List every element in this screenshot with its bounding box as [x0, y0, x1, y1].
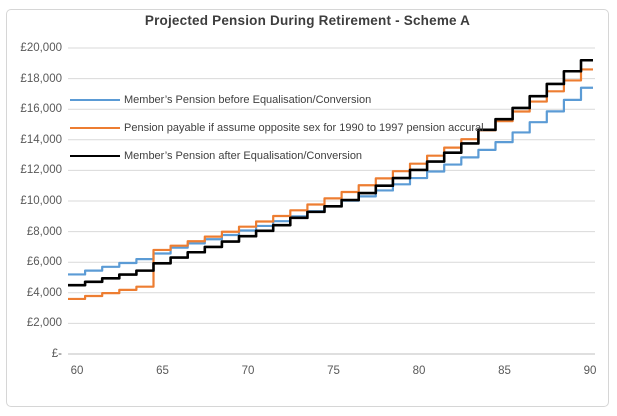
- y-tick-label: £12,000: [20, 164, 62, 177]
- legend-item-after-equalisation[interactable]: Member’s Pension after Equalisation/Conv…: [70, 142, 484, 170]
- legend-swatch-opposite-sex: [70, 127, 120, 129]
- legend-swatch-after-equalisation: [70, 155, 120, 157]
- y-tick-label: £16,000: [20, 103, 62, 116]
- series-line-2[interactable]: [68, 58, 593, 287]
- y-tick-label: £14,000: [20, 133, 62, 146]
- x-tick-label: 90: [583, 365, 597, 377]
- legend-swatch-before-equalisation: [70, 99, 120, 101]
- x-tick-label: 80: [412, 365, 426, 377]
- y-tick-label: £20,000: [20, 42, 62, 54]
- legend[interactable]: Member’s Pension before Equalisation/Con…: [70, 86, 484, 170]
- legend-item-before-equalisation[interactable]: Member’s Pension before Equalisation/Con…: [70, 86, 484, 114]
- y-tick-label: £4,000: [26, 286, 62, 299]
- y-tick-label: £6,000: [26, 256, 62, 269]
- legend-label-after-equalisation: Member’s Pension after Equalisation/Conv…: [124, 150, 363, 162]
- series-line-1[interactable]: [68, 68, 593, 301]
- x-tick-label: 75: [327, 365, 340, 377]
- y-tick-label: £10,000: [20, 195, 62, 207]
- legend-label-opposite-sex: Pension payable if assume opposite sex f…: [124, 122, 484, 134]
- y-tick-label: £2,000: [26, 317, 62, 330]
- y-tick-label: £18,000: [20, 72, 62, 85]
- x-tick-label: 60: [70, 365, 84, 377]
- x-tick-label: 65: [156, 365, 169, 377]
- legend-item-opposite-sex[interactable]: Pension payable if assume opposite sex f…: [70, 114, 484, 142]
- x-tick-label: 85: [498, 365, 511, 377]
- chart-title[interactable]: Projected Pension During Retirement - Sc…: [144, 13, 471, 28]
- y-tick-label: £8,000: [26, 225, 62, 238]
- x-tick-label: 70: [241, 365, 255, 377]
- legend-label-before-equalisation: Member’s Pension before Equalisation/Con…: [124, 94, 372, 106]
- y-tick-label: £-: [51, 348, 62, 360]
